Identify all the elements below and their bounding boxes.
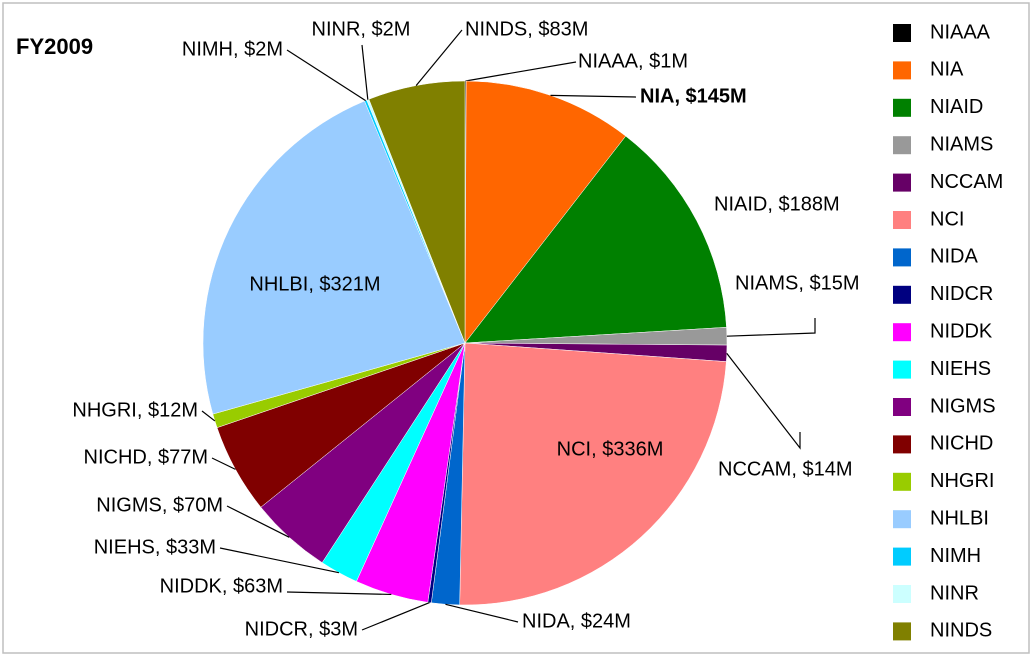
data-label: NIAID, $188M [714,193,840,215]
chart-title: FY2009 [16,34,93,59]
data-label: NHLBI, $321M [249,273,380,295]
legend-label: NICHD [930,433,993,455]
legend-label: NCCAM [930,171,1003,193]
leader-line [286,591,392,596]
legend-swatch [893,248,911,267]
data-label: NIEHS, $33M [94,536,216,558]
legend-label: NINR [930,582,979,604]
data-label: NIA, $145M [640,85,747,107]
data-label: NIAAA, $1M [578,50,688,72]
data-label: NIDDK, $63M [160,575,283,597]
pie-slice [202,100,466,415]
leader-line [226,505,290,538]
legend-swatch [893,360,911,379]
data-label: NIDCR, $3M [245,618,358,640]
legend-swatch [893,622,911,641]
data-label: NIDA, $24M [522,610,631,632]
data-label: NHGRI, $12M [72,399,198,421]
legend-label: NHLBI [930,507,989,529]
data-label: NICHD, $77M [84,446,208,468]
legend-label: NIMH [930,545,981,567]
legend-swatch [893,211,911,229]
legend-swatch [893,472,911,491]
data-label: NIGMS, $70M [96,494,223,516]
legend-swatch [893,24,911,42]
data-label: NINDS, $83M [465,18,588,40]
leader-line [361,602,430,631]
legend-label: NCI [930,208,964,230]
legend-swatch [893,285,911,304]
pie-slice [368,80,466,344]
legend-label: NIGMS [930,395,996,417]
legend-label: NINDS [930,620,992,642]
legend-label: NIAID [930,96,983,118]
pie-slice [464,80,627,344]
legend-swatch [893,173,911,192]
leader-line [726,353,801,450]
legend-swatch [893,435,911,454]
legend-label: NIAAA [930,21,991,43]
legend-swatch [893,510,911,529]
legend-swatch [893,585,911,603]
legend-swatch [893,98,911,117]
legend-label: NIAMS [930,133,993,155]
legend-label: NIEHS [930,358,991,380]
legend-label: NIA [930,59,964,81]
leader-line [201,410,216,422]
legend-label: NIDDK [930,320,993,342]
legend-swatch [893,323,911,342]
leader-line [286,49,366,102]
legend-swatch [893,398,911,416]
pie-slice [464,135,727,344]
data-label: NCCAM, $14M [718,458,852,480]
leader-line [726,318,816,337]
legend-label: NHGRI [930,470,994,492]
data-label: NIMH, $2M [182,38,283,60]
legend-label: NIDCR [930,283,993,305]
leader-line [445,603,519,623]
legend-label: NIDA [930,246,978,268]
leader-line [465,61,577,82]
data-label: NIAMS, $15M [735,272,859,294]
leader-line [361,44,369,100]
leader-line [550,94,637,98]
leader-line [211,457,236,470]
data-label: NINR, $2M [312,18,411,40]
legend-swatch [893,547,911,566]
pie-slice [459,342,727,606]
leader-line [415,29,463,86]
leader-line [219,547,340,574]
data-label: NCI, $336M [557,438,664,460]
legend-swatch [893,136,911,155]
legend-swatch [893,61,911,80]
